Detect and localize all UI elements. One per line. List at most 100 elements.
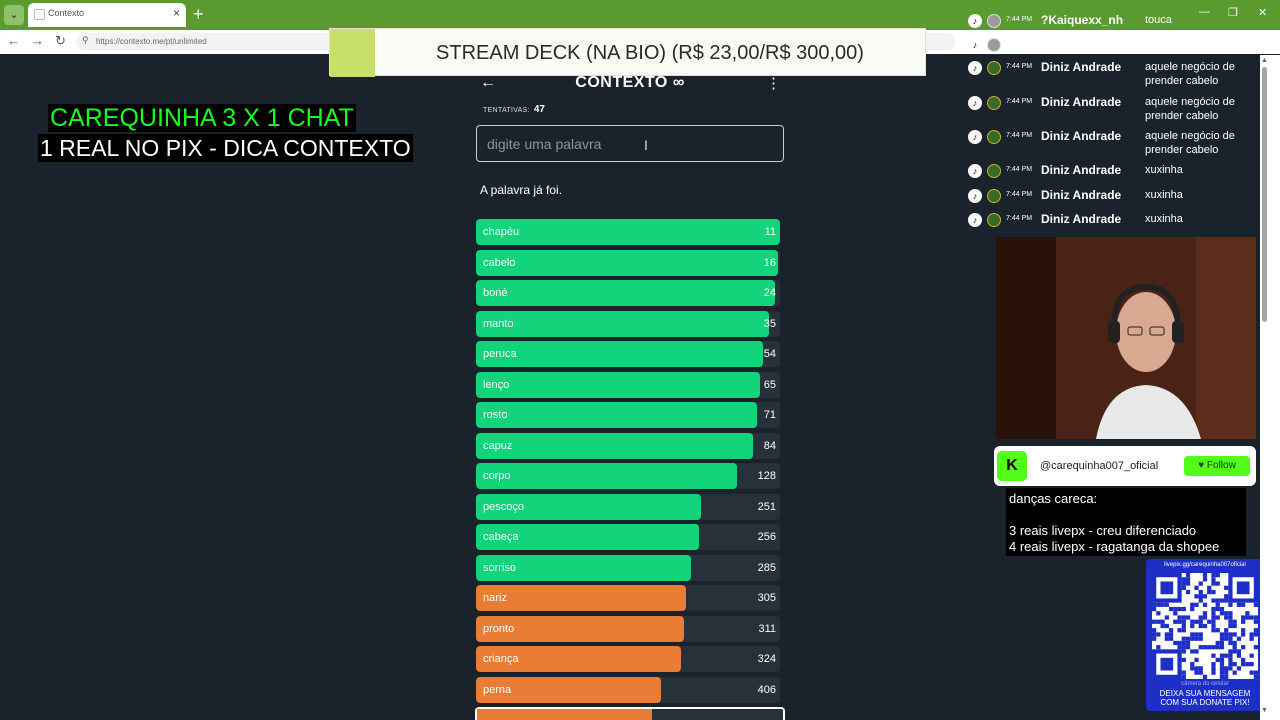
guess-bar-fill (476, 555, 691, 581)
qr-message-line: COM SUA DONATE PIX! (1160, 698, 1250, 707)
guess-word: chapéu (483, 226, 520, 238)
chat-time: 7:44 PM (1006, 40, 1033, 47)
back-icon[interactable]: ← (7, 33, 20, 48)
tab-search-icon[interactable]: ⌄ (4, 5, 24, 25)
chat-time: 7:44 PM (1006, 191, 1033, 198)
browser-tab[interactable]: Contexto × (28, 3, 186, 27)
guess-row-partial (475, 707, 785, 720)
avatar (987, 164, 1001, 178)
tiktok-icon: ♪ (968, 38, 982, 52)
chat-username: Diniz Andrade (1041, 60, 1122, 74)
guess-bar-fill (476, 402, 757, 428)
guess-word: perna (483, 684, 512, 696)
guess-rank: 65 (763, 379, 776, 391)
qr-code-image (1152, 573, 1258, 679)
guess-word: rosto (483, 409, 508, 421)
guess-word: cabelo (483, 257, 516, 269)
guess-rank: 54 (763, 348, 776, 360)
tiktok-icon: ♪ (968, 130, 982, 144)
tries-label: TENTATIVAS: (483, 107, 530, 114)
tiktok-icon: ♪ (968, 14, 982, 28)
guess-row: boné 24 (476, 280, 780, 306)
avatar (987, 213, 1001, 227)
chat-username: Diniz Andrade (1041, 129, 1122, 143)
tiktok-icon: ♪ (968, 189, 982, 203)
chat-text: touca (1145, 38, 1172, 50)
guess-rank: 406 (757, 684, 776, 696)
avatar (987, 96, 1001, 110)
forward-icon[interactable]: → (31, 33, 44, 48)
scroll-thumb[interactable] (1262, 67, 1267, 322)
guess-bar-fill (476, 250, 778, 276)
chat-time: 7:44 PM (1006, 132, 1033, 139)
banner-accent (330, 29, 375, 77)
avatar (987, 14, 1001, 28)
guess-rank: 324 (757, 653, 776, 665)
scroll-down-icon[interactable]: ▼ (1261, 707, 1268, 714)
tries-counter: TENTATIVAS: 47 (483, 104, 545, 115)
guess-row: corpo 128 (476, 463, 780, 489)
follow-button[interactable]: ♥ Follow (1184, 456, 1250, 476)
tiktok-icon: ♪ (968, 96, 982, 110)
guess-row: lenço 65 (476, 372, 780, 398)
chat-text: aquele negócio de prender cabelo (1145, 61, 1235, 87)
guess-word: boné (483, 287, 508, 299)
guess-row: pescoço 251 (476, 494, 780, 520)
game-title: CONTEXTO ∞ (575, 74, 685, 91)
guess-bar-fill (476, 463, 737, 489)
chat-message: ♪ 7:44 PM Diniz Andrade xuxinha (968, 163, 1260, 191)
scroll-up-icon[interactable]: ▲ (1261, 57, 1268, 64)
guess-row: capuz 84 (476, 433, 780, 459)
guess-bar-fill (476, 219, 780, 245)
guess-input[interactable] (476, 125, 784, 162)
chat-text: xuxinha (1145, 189, 1183, 201)
guess-row: sorriso 285 (476, 555, 780, 581)
text-cursor-icon: I (644, 137, 648, 153)
guess-bar-fill (477, 709, 652, 720)
tab-close-icon[interactable]: × (172, 6, 180, 20)
guess-word: criança (483, 653, 519, 665)
chat-time: 7:44 PM (1006, 166, 1033, 173)
guess-rank: 128 (757, 470, 776, 482)
chat-username: Diniz Andrade (1041, 212, 1122, 226)
chat-message: ♪ 7:44 PM Diniz Andrade xuxinha (968, 212, 1260, 240)
chat-message: ♪ 7:44 PM Diniz Andrade xuxinha (968, 188, 1260, 216)
back-arrow-icon[interactable]: ← (480, 74, 496, 91)
avatar (987, 61, 1001, 75)
guess-bar-fill (476, 341, 763, 367)
webcam-feed (996, 237, 1256, 439)
new-tab-button[interactable]: + (193, 4, 204, 24)
chat-text: aquele negócio de prender cabelo (1145, 130, 1235, 156)
chat-message: ♪ 7:44 PM ?Kaiquexx_nh touca (968, 37, 1260, 65)
page-scrollbar[interactable]: ▲ ▼ (1260, 55, 1280, 720)
chat-time: 7:44 PM (1006, 63, 1033, 70)
chat-text: xuxinha (1145, 213, 1183, 225)
guess-rank: 35 (763, 318, 776, 330)
guess-row: cabelo 16 (476, 250, 780, 276)
guess-word: peruca (483, 348, 517, 360)
tab-title: Contexto (48, 8, 85, 18)
menu-kebab-icon[interactable]: ⋮ (766, 75, 781, 92)
site-info-icon[interactable]: ⚲ (82, 35, 89, 45)
guess-row: rosto 71 (476, 402, 780, 428)
guess-rank: 71 (763, 409, 776, 421)
guess-rank: 84 (763, 440, 776, 452)
guess-row: manto 35 (476, 311, 780, 337)
guess-rank: 16 (763, 257, 776, 269)
reload-icon[interactable]: ↻ (55, 33, 66, 48)
url-text[interactable]: https://contexto.me/pt/unlimited (96, 37, 207, 46)
qr-message: DEIXA SUA MENSAGEM COM SUA DONATE PIX! (1150, 689, 1260, 707)
stream-overlay-subtitle: 1 REAL NO PIX - DICA CONTEXTO (38, 134, 413, 162)
guess-row: perna 406 (476, 677, 780, 703)
guess-word: lenço (483, 379, 510, 391)
banner-text: STREAM DECK (NA BIO) (R$ 23,00/R$ 300,00… (436, 42, 864, 64)
guess-bar-fill (476, 616, 684, 642)
minimize-button[interactable]: — (1199, 6, 1210, 18)
guess-bar-fill (476, 433, 753, 459)
maximize-button[interactable]: ❐ (1228, 7, 1238, 19)
stream-deck-banner: STREAM DECK (NA BIO) (R$ 23,00/R$ 300,00… (329, 28, 926, 77)
tiktok-icon: ♪ (968, 164, 982, 178)
close-window-button[interactable]: ✕ (1258, 7, 1268, 19)
chat-time: 7:44 PM (1006, 215, 1033, 222)
guess-bar-fill (476, 311, 769, 337)
